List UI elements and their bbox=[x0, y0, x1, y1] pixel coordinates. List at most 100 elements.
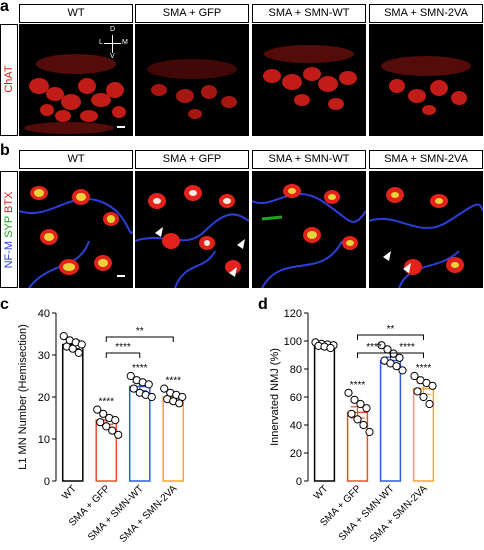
chart-c-y-tick-label: 20 bbox=[38, 392, 50, 404]
chart-c-data-point bbox=[96, 418, 105, 427]
chart-c-data-point bbox=[77, 340, 86, 349]
chart-c-data-point bbox=[108, 426, 117, 435]
micrograph-b-gfp bbox=[135, 171, 249, 288]
panel-a-header-wt: WT bbox=[19, 4, 133, 23]
chart-c-data-point bbox=[111, 416, 120, 425]
chart-c-bar-significance: **** bbox=[165, 376, 181, 387]
chart-d-data-point bbox=[350, 395, 359, 404]
chart-d-data-point bbox=[389, 349, 398, 358]
chart-d-significance-bracket bbox=[390, 352, 424, 358]
panel-b-letter: b bbox=[0, 142, 10, 159]
micrograph-a-wt: D V L M bbox=[19, 24, 133, 136]
chart-c-bar-significance: **** bbox=[98, 397, 114, 408]
btx-label: BTX bbox=[3, 191, 15, 213]
nmj-stain-wt bbox=[19, 186, 133, 288]
chart-d-data-point bbox=[395, 353, 404, 362]
nmj-stain-2va bbox=[369, 187, 483, 288]
chart-d-bar-significance: **** bbox=[416, 363, 432, 374]
micrograph-b-smnwt bbox=[252, 171, 366, 288]
chart-d-data-point bbox=[353, 415, 362, 424]
panel-a-letter: a bbox=[0, 0, 9, 15]
chart-c-data-point bbox=[147, 392, 156, 402]
scale-bar-a bbox=[117, 126, 125, 128]
chart-d-y-tick-label: 20 bbox=[290, 448, 302, 460]
chart-c-bracket-label: **** bbox=[115, 342, 131, 353]
chart-d-data-point bbox=[344, 388, 353, 397]
chart-d-y-tick-label: 80 bbox=[290, 364, 302, 376]
chart-d-data-point bbox=[356, 399, 365, 409]
scale-bar-b bbox=[117, 275, 125, 277]
chart-d-y-axis-label: Innervated NMJ (%) bbox=[269, 348, 281, 446]
micrograph-a-2va bbox=[369, 24, 483, 136]
chart-d-data-point bbox=[398, 366, 407, 375]
chart-c-y-tick-label: 30 bbox=[38, 350, 50, 362]
panel-a-header-smnwt: SMA + SMN-WT bbox=[252, 4, 366, 23]
panel-b-header-wt: WT bbox=[19, 150, 133, 169]
panel-a-header-2va: SMA + SMN-2VA bbox=[369, 4, 483, 23]
orientation-compass: D V L M bbox=[99, 26, 128, 60]
panel-c-letter: c bbox=[0, 296, 9, 313]
chart-c-data-point bbox=[114, 430, 123, 439]
chart-d-data-point bbox=[392, 362, 401, 371]
panel-a-header-gfp: SMA + GFP bbox=[135, 4, 249, 23]
panel-d-letter: d bbox=[258, 296, 268, 313]
chat-label: ChAT bbox=[3, 65, 15, 93]
panel-b-side-label-box: NF-M SYP BTX bbox=[0, 171, 18, 288]
chart-c-bar bbox=[162, 396, 185, 482]
micrograph-b-2va bbox=[369, 171, 483, 288]
panel-b-header-2va: SMA + SMN-2VA bbox=[369, 150, 483, 169]
chart-d-bracket-label: ** bbox=[387, 324, 395, 335]
chart-d-data-point bbox=[410, 371, 419, 381]
chart-c-data-point bbox=[93, 405, 102, 414]
chart-c-data-point bbox=[59, 332, 68, 341]
chart-d-bracket-label: **** bbox=[366, 342, 382, 353]
panel-b-header-smnwt: SMA + SMN-WT bbox=[252, 150, 366, 169]
chart-c-data-point bbox=[126, 371, 135, 381]
nfm-label: NF-M bbox=[3, 240, 15, 269]
chart-c-data-point bbox=[175, 399, 184, 408]
chat-stain-smnwt bbox=[263, 45, 357, 110]
chart-d-data-point bbox=[365, 427, 374, 437]
chart-d-data-point bbox=[347, 409, 356, 418]
chart-c-y-tick-label: 40 bbox=[38, 308, 50, 320]
micrograph-a-smnwt bbox=[252, 24, 366, 136]
chart-c-data-point bbox=[129, 384, 138, 393]
chart-d-y-tick-label: 100 bbox=[284, 336, 302, 348]
chart-c-x-tick-label: WT bbox=[60, 483, 79, 502]
chart-d-data-point bbox=[326, 343, 335, 353]
chart-c-data-point bbox=[160, 384, 169, 393]
chart-d-data-point bbox=[362, 404, 371, 413]
chart-d-x-tick-label: WT bbox=[312, 483, 331, 502]
chart-c-data-point bbox=[74, 348, 83, 358]
chart-c-significance-bracket bbox=[105, 336, 174, 342]
panel-a-side-label-box: ChAT bbox=[0, 24, 18, 136]
chat-stain-2va bbox=[381, 56, 471, 115]
chart-c-y-tick-label: 0 bbox=[44, 476, 50, 488]
chart-d-innervated-nmj: 0 20 40 60 80 100 120 Innervated NMJ (%) WT **** S… bbox=[269, 308, 437, 545]
chart-c-x-tick-label: SMA + SMN-2VA bbox=[118, 483, 180, 545]
chat-stain-wt bbox=[24, 54, 126, 134]
chart-d-data-point bbox=[425, 399, 434, 409]
nmj-stain-smnwt bbox=[252, 184, 366, 288]
chart-c-bar-significance: **** bbox=[132, 363, 148, 374]
chart-d-data-point bbox=[413, 387, 422, 396]
chart-d-bracket-label: **** bbox=[399, 342, 415, 353]
chart-c-data-point bbox=[99, 409, 108, 418]
chart-d-y-tick-label: 0 bbox=[296, 476, 302, 488]
chart-d-bar bbox=[313, 344, 336, 482]
chart-d-y-tick-label: 40 bbox=[290, 420, 302, 432]
chart-d-x-tick-label: SMA + SMN-2VA bbox=[368, 483, 430, 545]
chart-c-y-axis-label: L1 MN Number (Hemisection) bbox=[17, 324, 29, 469]
chart-d-significance-bracket bbox=[357, 334, 424, 340]
chart-c-significance-bracket bbox=[105, 352, 141, 358]
chart-d-data-point bbox=[377, 341, 386, 350]
chart-d-bar bbox=[379, 359, 402, 482]
syp-label: SYP bbox=[3, 216, 15, 238]
chart-d-bar-significance: **** bbox=[350, 380, 366, 391]
nmj-stain-gfp bbox=[135, 185, 249, 288]
chat-stain-gfp bbox=[147, 59, 237, 119]
chart-c-bar bbox=[128, 385, 151, 482]
chart-d-data-point bbox=[419, 392, 428, 402]
chart-c-bracket-label: ** bbox=[136, 326, 144, 337]
